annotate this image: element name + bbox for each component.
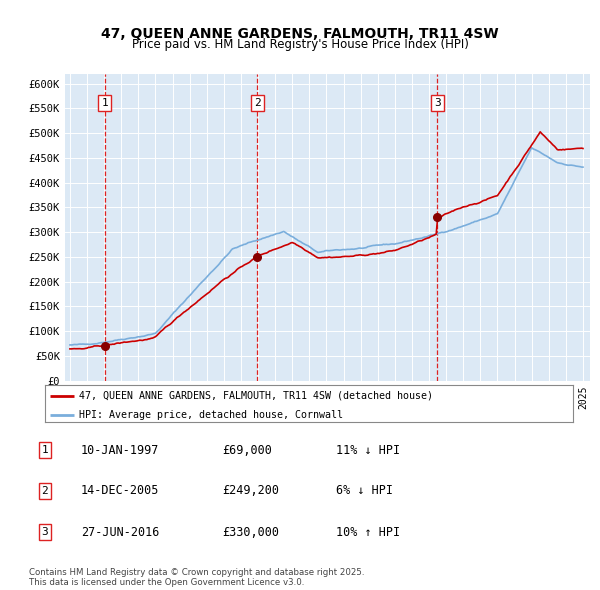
Text: 47, QUEEN ANNE GARDENS, FALMOUTH, TR11 4SW (detached house): 47, QUEEN ANNE GARDENS, FALMOUTH, TR11 4… [79,391,433,401]
Text: Price paid vs. HM Land Registry's House Price Index (HPI): Price paid vs. HM Land Registry's House … [131,38,469,51]
Text: 27-JUN-2016: 27-JUN-2016 [81,526,160,539]
Text: 11% ↓ HPI: 11% ↓ HPI [336,444,400,457]
Text: Contains HM Land Registry data © Crown copyright and database right 2025.
This d: Contains HM Land Registry data © Crown c… [29,568,364,587]
Text: 1: 1 [101,98,108,108]
Text: 3: 3 [434,98,441,108]
Text: 47, QUEEN ANNE GARDENS, FALMOUTH, TR11 4SW: 47, QUEEN ANNE GARDENS, FALMOUTH, TR11 4… [101,27,499,41]
Text: 6% ↓ HPI: 6% ↓ HPI [336,484,393,497]
Text: 10-JAN-1997: 10-JAN-1997 [81,444,160,457]
Text: 3: 3 [41,527,49,537]
Text: 2: 2 [254,98,261,108]
Text: 14-DEC-2005: 14-DEC-2005 [81,484,160,497]
Text: 1: 1 [41,445,49,455]
Text: £330,000: £330,000 [222,526,279,539]
Text: £69,000: £69,000 [222,444,272,457]
Text: 2: 2 [41,486,49,496]
Text: 10% ↑ HPI: 10% ↑ HPI [336,526,400,539]
Text: £249,200: £249,200 [222,484,279,497]
Text: HPI: Average price, detached house, Cornwall: HPI: Average price, detached house, Corn… [79,409,343,419]
